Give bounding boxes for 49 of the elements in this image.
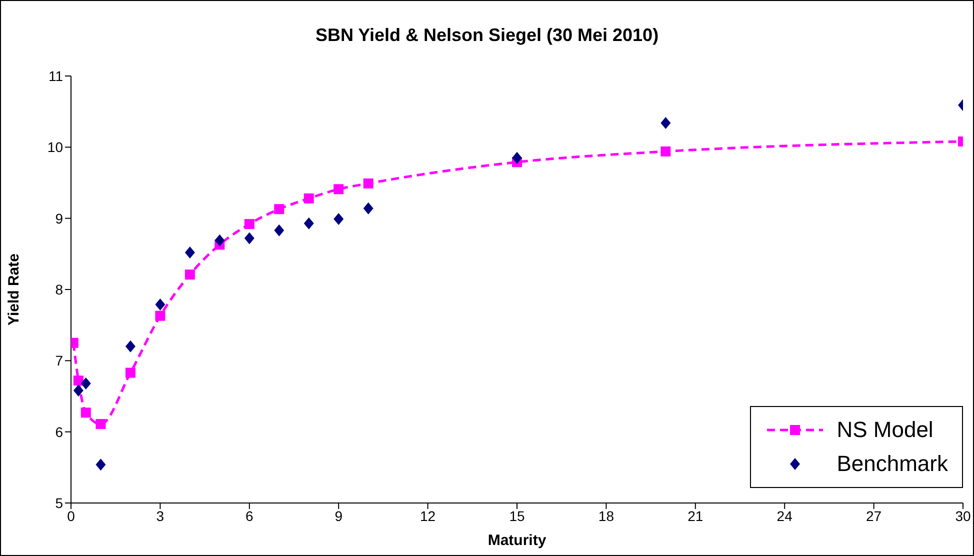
point: [155, 298, 166, 310]
x-tick-label: 15: [509, 508, 525, 524]
x-tick-label: 3: [156, 508, 164, 524]
point: [244, 219, 254, 230]
point: [244, 232, 254, 244]
y-tick-label: 7: [55, 352, 64, 369]
point: [660, 146, 671, 156]
point: [363, 202, 374, 214]
point: [304, 193, 314, 204]
y-tick-label: 6: [55, 424, 64, 440]
x-tick-label: 30: [955, 508, 971, 524]
y-axis-title: Yield Rate: [5, 254, 22, 326]
point: [184, 246, 195, 258]
x-tick-label: 21: [688, 508, 704, 524]
x-axis-title: Maturity: [488, 532, 547, 549]
point: [73, 384, 84, 397]
y-tick-label: 8: [55, 281, 64, 298]
legend-label: NS Model: [836, 417, 934, 443]
point: [96, 419, 106, 430]
point: [274, 224, 284, 236]
point: [334, 184, 344, 194]
x-tick-label: 24: [776, 508, 793, 524]
point: [80, 408, 91, 418]
point: [214, 234, 225, 246]
chart-title: SBN Yield & Nelson Siegel (30 Mei 2010): [314, 25, 660, 46]
point: [660, 116, 671, 129]
point: [184, 270, 195, 280]
point: [155, 310, 166, 321]
point: [512, 152, 522, 164]
point: [125, 368, 136, 378]
y-tick-label: 11: [48, 68, 64, 84]
x-tick-label: 27: [866, 508, 882, 524]
point: [304, 217, 314, 230]
point: [73, 376, 84, 386]
y-tick-label: 5: [55, 494, 64, 511]
x-tick-label: 12: [420, 508, 436, 524]
point: [363, 178, 374, 188]
y-tick-label: 9: [55, 210, 64, 226]
x-tick-label: 6: [246, 508, 254, 524]
point: [96, 458, 106, 471]
point: [274, 204, 284, 214]
legend-label: Benchmark: [836, 451, 948, 477]
point: [334, 213, 344, 226]
x-tick-label: 18: [598, 508, 614, 524]
x-tick-label: 9: [334, 508, 343, 524]
point: [125, 340, 136, 352]
point: [80, 377, 91, 390]
y-tick-label: 10: [47, 139, 64, 156]
x-tick-label: 0: [67, 508, 76, 524]
